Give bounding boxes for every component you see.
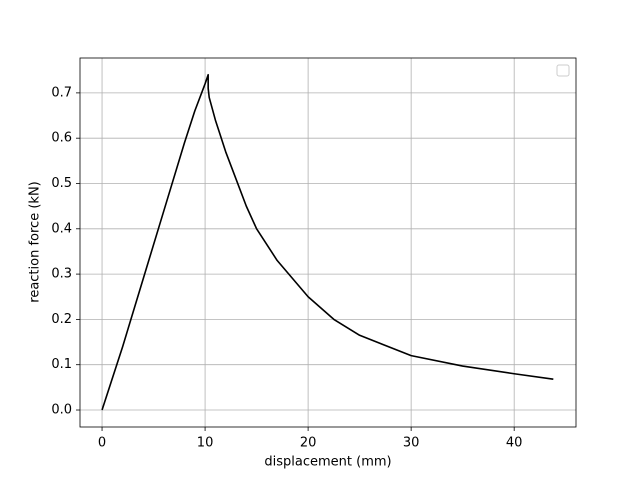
y-tick-label: 0.7	[51, 85, 72, 100]
legend-box	[556, 64, 570, 77]
y-tick-label: 0.3	[51, 267, 72, 282]
y-tick-label: 0.5	[51, 176, 72, 191]
x-tick-label: 0	[98, 436, 106, 451]
axes-frame	[79, 57, 577, 428]
y-tick-label: 0.6	[51, 131, 72, 146]
x-axis-label: displacement (mm)	[264, 455, 391, 470]
y-tick-label: 0.1	[51, 357, 72, 372]
grid	[80, 58, 576, 427]
y-tick-label: 0.0	[51, 403, 72, 418]
y-tick-label: 0.4	[51, 221, 72, 236]
data-line	[101, 73, 554, 411]
lines	[101, 73, 554, 411]
x-tick-label: 30	[403, 436, 420, 451]
y-axis-label: reaction force (kN)	[28, 181, 43, 302]
x-tick-label: 20	[300, 436, 317, 451]
plot-area	[80, 58, 576, 427]
x-tick-label: 10	[197, 436, 214, 451]
x-tick-label: 40	[506, 436, 523, 451]
y-tick-label: 0.2	[51, 312, 72, 327]
